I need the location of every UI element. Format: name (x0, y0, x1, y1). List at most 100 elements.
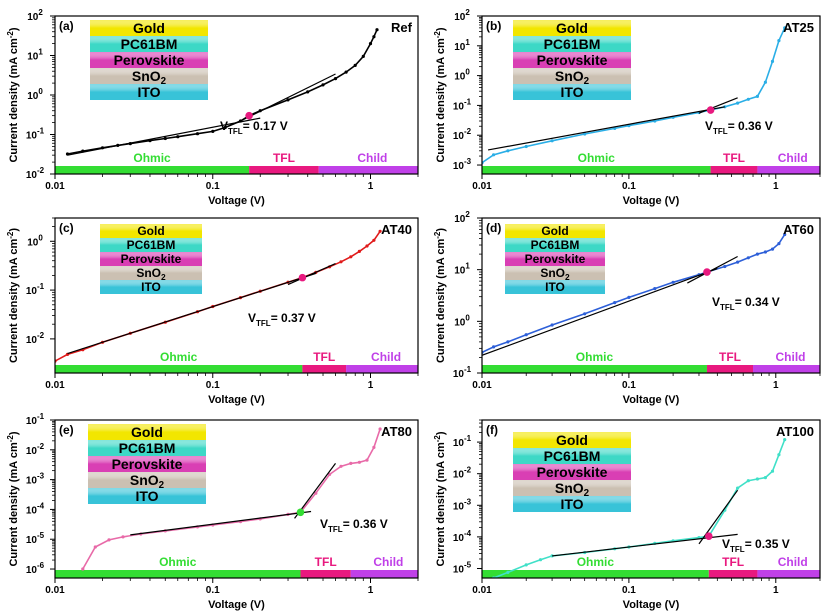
vtfl-annotation: VTFL= 0.34 V (712, 295, 780, 312)
data-point (736, 260, 740, 264)
layer-pc61bm-label: PC61BM (544, 448, 601, 464)
data-point (506, 570, 510, 575)
y-tick-label: 102 (454, 8, 470, 23)
data-point (349, 461, 353, 465)
x-tick-label: 1 (368, 585, 374, 596)
panel-letter: (a) (59, 19, 74, 33)
y-tick-label: 100 (454, 313, 470, 328)
region-bar-child (757, 570, 820, 578)
layer-pc61bm-label: PC61BM (121, 36, 178, 52)
y-tick-label: 101 (454, 262, 470, 277)
data-point (524, 144, 528, 149)
data-point (107, 538, 111, 542)
layer-perovskite-label: Perovskite (525, 252, 586, 266)
sample-label: AT100 (776, 424, 814, 439)
region-bar-tfl (706, 365, 754, 373)
data-point (627, 295, 631, 299)
y-tick-label: 10-1 (26, 127, 45, 142)
x-tick-label: 1 (773, 380, 779, 391)
series-line (482, 27, 786, 164)
fit-line-tfl (687, 255, 738, 284)
fit-line-ohmic (67, 117, 261, 156)
y-tick-label: 100 (27, 87, 43, 102)
panel-letter: (e) (59, 423, 74, 437)
region-bar-tfl (302, 365, 347, 373)
region-label-ohmic: Ohmic (578, 151, 616, 165)
chart-panel-5: Ohmic TFL Child 0.01 0.1 1 10-6 10-5 10-4 10-3 10-… (6, 412, 419, 611)
data-point (777, 453, 781, 457)
data-point (492, 345, 496, 349)
data-point (353, 63, 357, 67)
region-label-child: Child (371, 350, 401, 364)
y-tick-label: 10-1 (453, 365, 472, 380)
region-label-tfl: TFL (719, 350, 741, 364)
region-label-ohmic: Ohmic (160, 350, 198, 364)
y-tick-label: 10-3 (26, 472, 45, 487)
data-point (368, 42, 373, 46)
x-tick-label: 0.01 (472, 181, 492, 192)
region-label-tfl: TFL (273, 151, 295, 165)
y-axis-title: Current density (mA cm-2) (6, 228, 20, 363)
y-tick-label: 10-5 (26, 531, 45, 546)
x-axis-title: Voltage (V) (623, 394, 680, 406)
data-point (763, 476, 768, 480)
fit-line-ohmic (482, 268, 718, 356)
y-tick-label: 102 (27, 8, 43, 23)
data-point (339, 260, 343, 264)
layer-pc61bm-label: PC61BM (127, 238, 176, 252)
data-point (195, 132, 200, 136)
data-point (524, 563, 528, 567)
region-bar-child (753, 365, 820, 373)
y-tick-label: 10-5 (453, 560, 472, 575)
data-point (550, 139, 554, 143)
plot-frame (481, 419, 821, 579)
y-tick-label: 10-4 (26, 501, 45, 516)
data-point (763, 250, 768, 254)
data-point (538, 558, 543, 562)
data-point (736, 101, 740, 105)
data-point (736, 486, 740, 490)
data-point (344, 70, 348, 74)
y-tick-label: 101 (27, 48, 43, 63)
region-label-ohmic: Ohmic (576, 350, 614, 364)
layer-ito-label: ITO (545, 280, 565, 294)
chart-panel-1: Ohmic TFL Child 0.01 0.1 1 10-2 10-1 100 101 102 Vo… (6, 8, 419, 207)
layer-sno2-label: SnO2 (132, 68, 167, 87)
data-point (93, 545, 97, 549)
layer-gold-label: Gold (556, 432, 588, 448)
data-point (121, 535, 125, 539)
plot-frame (54, 217, 419, 374)
y-axis-title: Current density (mA cm-2) (6, 431, 20, 566)
data-point (372, 35, 376, 39)
region-bar-tfl (710, 166, 758, 174)
region-bar-tfl (708, 570, 758, 578)
plot-frame (481, 217, 821, 374)
y-tick-label: 10-1 (26, 282, 45, 297)
data-point (365, 458, 369, 462)
fit-line-tfl (240, 73, 336, 122)
vtfl-annotation: VTFL= 0.36 V (320, 517, 388, 534)
vtfl-marker (703, 268, 711, 276)
region-label-ohmic: Ohmic (133, 151, 171, 165)
region-bar-ohmic (482, 570, 709, 578)
data-point (755, 477, 760, 481)
plot-frame (54, 419, 419, 579)
x-tick-label: 0.01 (472, 585, 492, 596)
data-point (349, 255, 353, 259)
y-tick-label: 10-4 (453, 529, 472, 544)
region-bar-child (346, 365, 418, 373)
chart-panel-4: Ohmic TFL Child 0.01 0.1 1 10-1 100 101 102 Voltag… (433, 210, 821, 406)
plot-frame (481, 15, 821, 175)
data-point (783, 438, 787, 442)
sample-label: AT40 (381, 222, 412, 237)
y-tick-label: 10-2 (26, 442, 45, 457)
region-bar-ohmic (55, 166, 250, 174)
x-tick-label: 0.1 (206, 380, 220, 391)
data-point (763, 80, 768, 84)
x-axis-title: Voltage (V) (623, 195, 680, 207)
data-point (81, 567, 85, 571)
x-tick-label: 0.1 (622, 585, 636, 596)
y-tick-label: 101 (454, 38, 470, 53)
x-tick-label: 1 (368, 380, 374, 391)
